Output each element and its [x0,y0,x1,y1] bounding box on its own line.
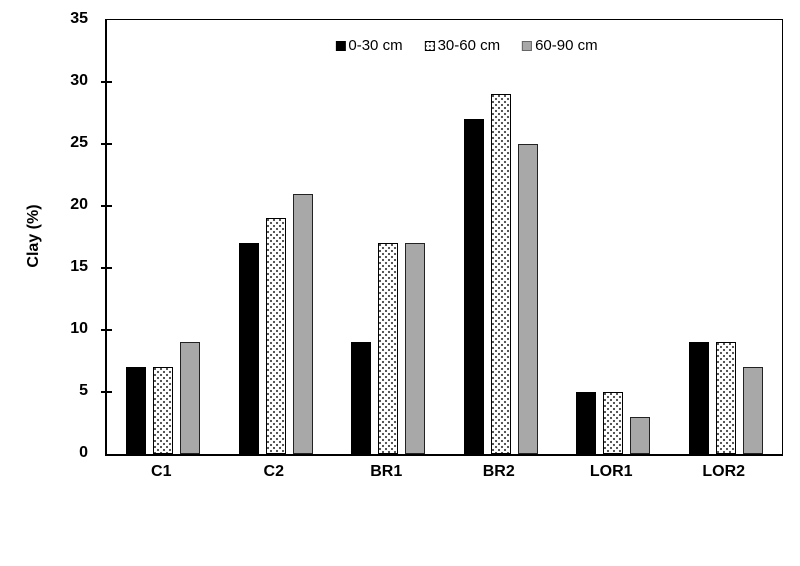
legend-swatch-black-icon [335,40,346,51]
x-tick-label-lor1: LOR1 [589,463,633,480]
legend: 0-30 cm 30-60 cm 60-90 cm [335,37,598,54]
x-tick-label-lor2: LOR2 [702,463,746,480]
y-tick-label: 5 [79,382,88,399]
x-tick-label-br2: BR2 [482,463,515,480]
y-tick-label: 15 [70,258,88,275]
bar-br2-0-30-cm [463,119,484,454]
bar-c2-60-90-cm [292,194,313,454]
bar-group-c1 [107,342,220,454]
bar-lor1-0-30-cm [576,392,597,454]
bar-c1-60-90-cm [180,342,201,454]
legend-label-60-90-cm: 60-90 cm [535,37,598,54]
bar-group-lor2 [670,342,783,454]
bar-c1-30-60-cm [153,367,174,454]
x-tick-label-c1: C1 [151,463,172,480]
bar-group-br2 [445,94,558,454]
y-tick-mark [101,267,112,269]
bar-c2-0-30-cm [238,243,259,454]
y-tick-mark [101,391,112,393]
bar-c1-0-30-cm [126,367,147,454]
bar-group-c2 [220,194,333,454]
bar-lor1-30-60-cm [603,392,624,454]
y-tick-label: 10 [70,320,88,337]
bar-br2-30-60-cm [490,94,511,454]
bar-group-lor1 [557,392,670,454]
bar-lor2-30-60-cm [715,342,736,454]
legend-item-0-30-cm: 0-30 cm [335,37,403,54]
y-tick-label: 30 [70,72,88,89]
legend-item-30-60-cm: 30-60 cm [424,37,501,54]
legend-label-30-60-cm: 30-60 cm [437,37,501,54]
y-tick-label: 0 [79,444,88,461]
plot-area: 0-30 cm 30-60 cm 60-90 cm [101,19,783,456]
bar-group-br1 [332,243,445,454]
bar-lor2-60-90-cm [742,367,763,454]
y-tick-mark [101,81,112,83]
x-tick-label-br1: BR1 [370,463,403,480]
bar-br1-60-90-cm [405,243,426,454]
bar-br1-30-60-cm [378,243,399,454]
y-tick-mark [101,205,112,207]
legend-swatch-gray-icon [522,40,533,51]
legend-item-60-90-cm: 60-90 cm [522,38,598,53]
bar-c2-30-60-cm [265,218,286,454]
bar-lor2-0-30-cm [688,342,709,454]
x-tick-label-c2: C2 [263,463,284,480]
legend-label-0-30-cm: 0-30 cm [348,37,403,54]
y-tick-mark [101,329,112,331]
y-tick-label: 35 [70,10,88,27]
y-tick-mark [101,143,112,145]
bar-br1-0-30-cm [351,342,372,454]
bar-br2-60-90-cm [517,144,538,454]
legend-swatch-dotted-icon [424,40,435,51]
bar-lor1-60-90-cm [630,417,651,454]
y-tick-label: 25 [70,134,88,151]
y-tick-label: 20 [70,196,88,213]
